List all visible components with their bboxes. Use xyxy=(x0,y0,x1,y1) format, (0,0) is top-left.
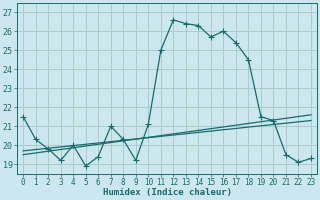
X-axis label: Humidex (Indice chaleur): Humidex (Indice chaleur) xyxy=(103,188,232,197)
